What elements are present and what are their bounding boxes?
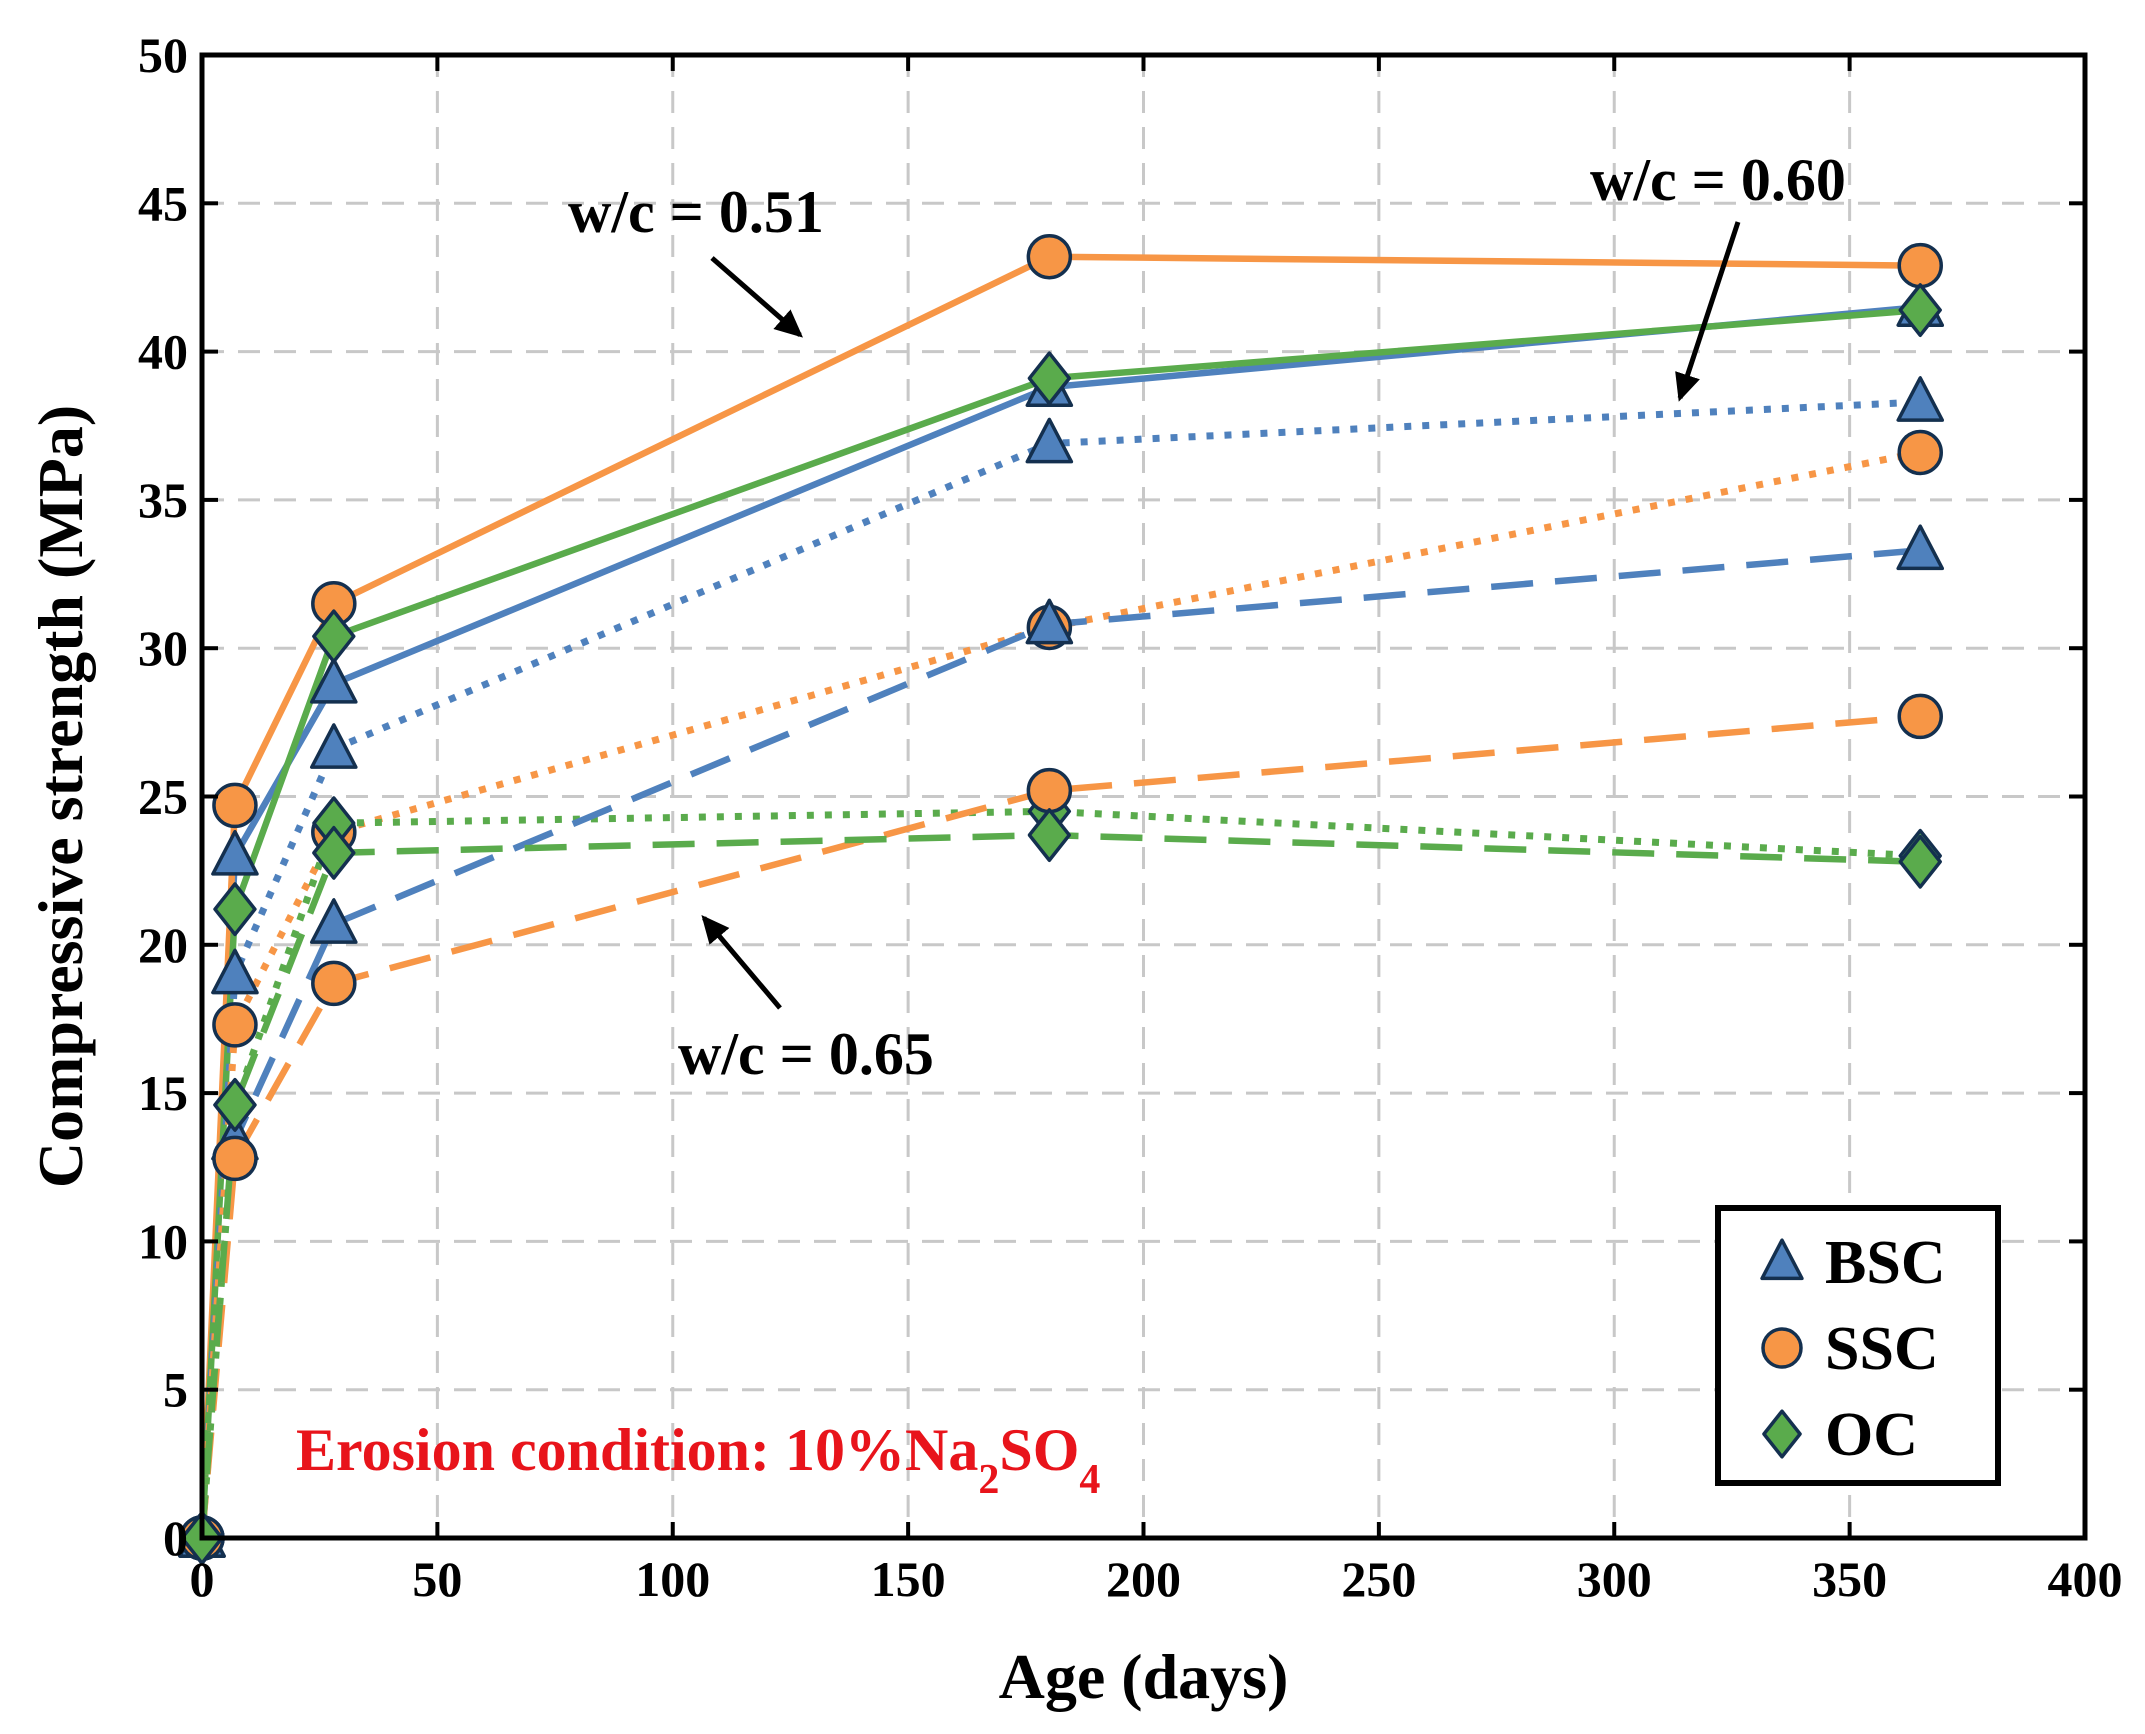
data-point-oc-051 [1898,283,1942,338]
y-tick-label: 30 [138,620,188,676]
data-point-bsc-060 [1896,376,1945,422]
axis-ticks: 0 50 100 150 200 250 300 350 4000510152025303540… [138,27,2123,1607]
y-tick-label: 40 [138,324,188,380]
data-point-ssc-065 [1026,767,1073,814]
legend-marker-oc [1762,1409,1802,1459]
annotation-label-051: w/c = 0.51 [568,179,824,245]
x-tick-label: 300 [1577,1551,1652,1607]
legend-marker-bsc [1760,1238,1804,1281]
condition-subscript-2: 4 [1079,1457,1100,1503]
y-tick-label: 25 [138,769,188,825]
y-tick-label: 45 [138,175,188,231]
x-tick-label: 100 [635,1551,710,1607]
data-point-oc-065 [312,825,356,880]
grid [202,55,2085,1538]
x-tick-label: 350 [1812,1551,1887,1607]
annotations: w/c = 0.51 w/c = 0.60 w/c = 0.65 [568,147,1846,1087]
y-tick-label: 0 [163,1510,188,1566]
x-tick-label: 50 [412,1551,462,1607]
data-point-ssc-065 [311,960,357,1007]
data-point-oc-065 [213,1078,257,1132]
y-tick-label: 35 [138,472,188,528]
x-tick-label: 0 [190,1551,215,1607]
data-point-ssc-051 [1026,233,1073,280]
data-point-bsc-060 [1025,417,1074,464]
data-point-bsc-051 [310,657,358,704]
data-point-bsc-051 [211,829,259,876]
y-axis-title: Compressive strength (MPa) [25,405,96,1188]
y-tick-label: 20 [138,917,188,973]
data-point-oc-051 [312,609,356,664]
data-point-bsc-060 [211,948,259,995]
legend-label-oc: OC [1825,1401,1918,1469]
data-point-ssc-060 [1897,429,1943,476]
annotation-label-065: w/c = 0.65 [678,1021,934,1087]
data-point-oc-065 [1027,808,1072,863]
y-tick-label: 15 [138,1065,188,1121]
data-point-bsc-065 [1896,524,1945,571]
y-tick-label: 5 [163,1362,188,1418]
x-tick-label: 400 [2048,1551,2123,1607]
data-point-bsc-060 [310,723,358,769]
data-point-ssc-065 [212,1135,258,1182]
x-tick-label: 150 [871,1551,946,1607]
data-point-ssc-065 [1897,693,1943,740]
data-point-ssc-060 [212,1002,258,1048]
condition-middle: SO [999,1417,1079,1483]
series-line-ssc-060 [198,449,1921,1539]
data-point-ssc-051 [1897,242,1943,289]
x-tick-label: 250 [1341,1551,1416,1607]
data-point-oc-051 [213,882,257,937]
x-axis-title: Age (days) [999,1641,1289,1712]
data-point-bsc-065 [1025,598,1074,645]
legend-label-bsc: BSC [1825,1229,1946,1297]
data-point-oc-065 [1898,834,1942,889]
y-tick-label: 10 [138,1213,188,1269]
legend: BSC SSC OC [1715,1205,2001,1486]
data-point-oc-051 [1027,351,1072,406]
data-point-ssc-051 [212,782,258,829]
condition-subscript-1: 2 [978,1457,999,1503]
erosion-condition-label: Erosion condition: 10%Na2SO4 [296,1417,1100,1503]
y-tick-label: 50 [138,27,188,83]
data-point-bsc-065 [310,898,358,944]
annotation-label-060: w/c = 0.60 [1590,147,1846,213]
legend-label-ssc: SSC [1825,1315,1939,1383]
legend-marker-ssc [1761,1327,1803,1369]
annotation-arrow-060 [1675,221,1741,402]
condition-prefix: Erosion condition: 10%Na [296,1417,978,1483]
series-markers [178,233,1945,1565]
annotation-arrow-051 [710,256,804,338]
annotation-arrow-065 [701,914,782,1010]
x-tick-label: 200 [1106,1551,1181,1607]
